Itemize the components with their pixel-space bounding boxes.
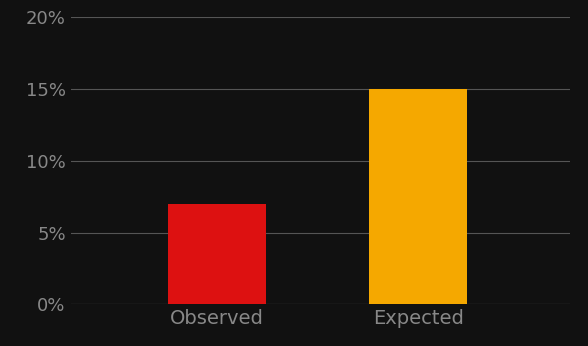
Bar [369, 89, 467, 304]
Bar [168, 204, 266, 304]
